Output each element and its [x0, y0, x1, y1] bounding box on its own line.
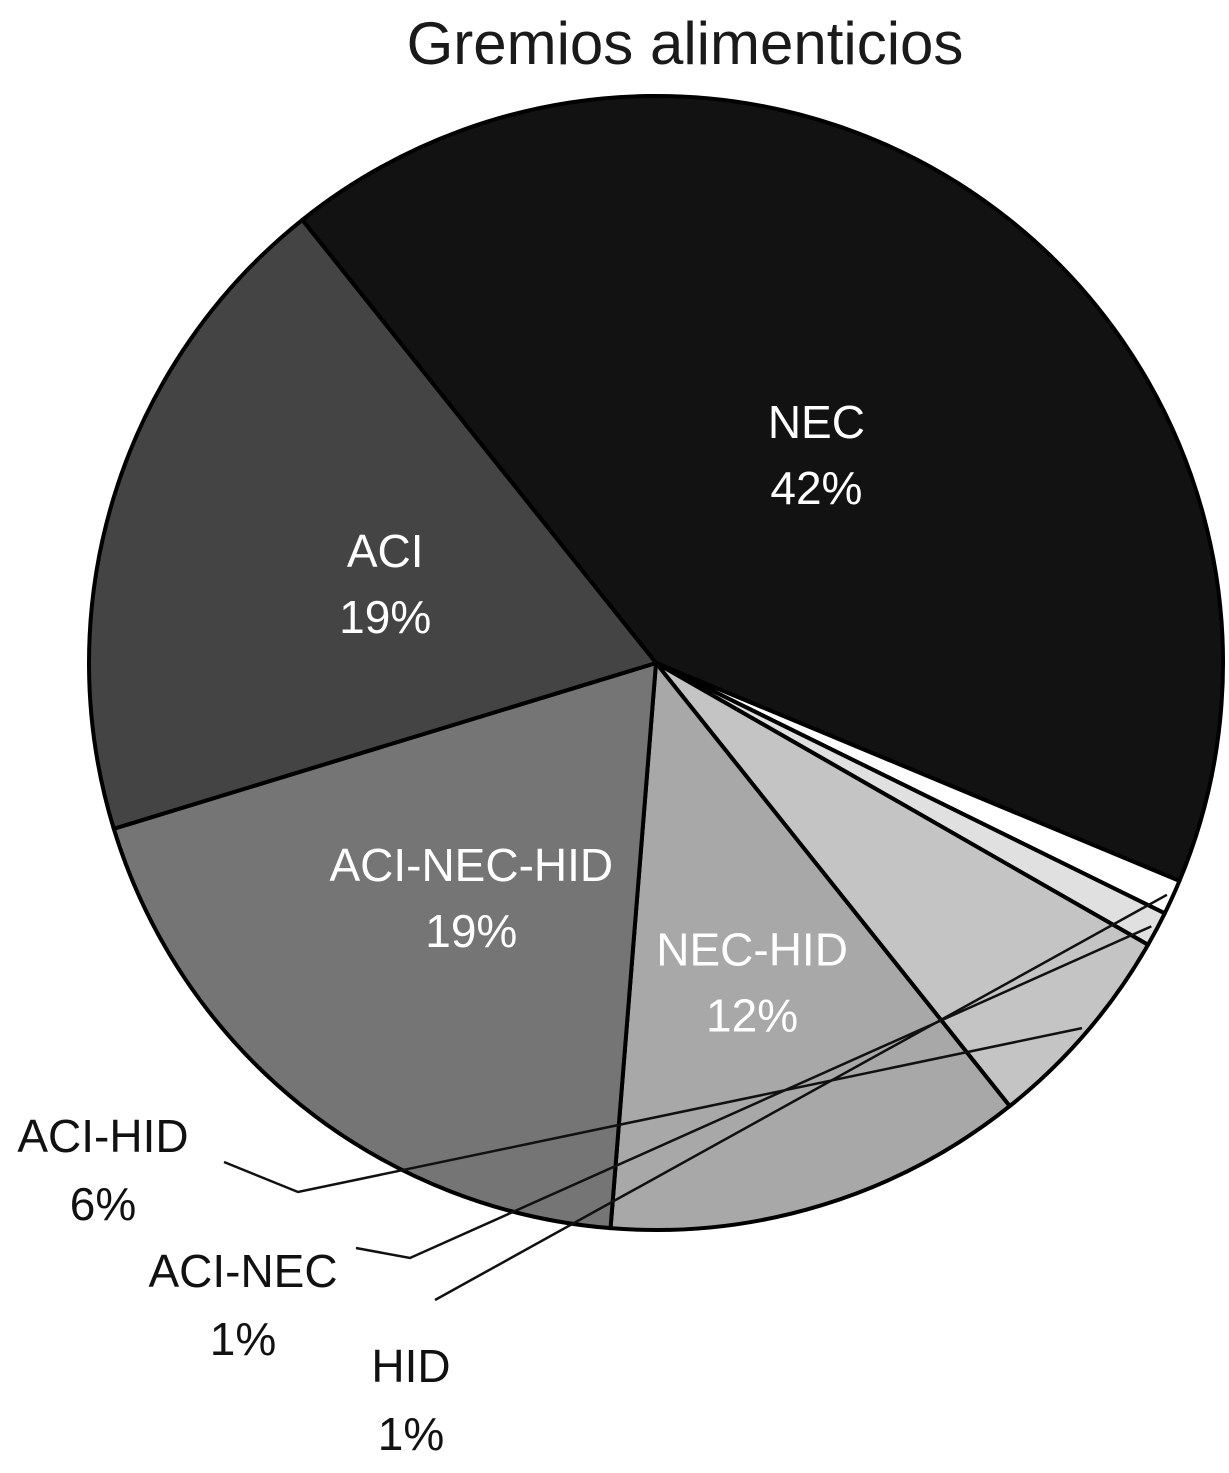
- leader-line-aci-nec: [355, 925, 1152, 1260]
- leader-line-hid: [434, 893, 1168, 1302]
- slice-percent-aci-nec-hid: 19%: [425, 905, 517, 957]
- pie-slice-nec: [300, 94, 1225, 883]
- pie-slice-aci-hid: [654, 661, 1151, 1109]
- slice-label-aci-nec: ACI-NEC: [148, 1245, 337, 1297]
- slice-percent-nec: 42%: [770, 462, 862, 514]
- slice-percent-aci-nec: 1%: [210, 1313, 276, 1365]
- slice-percent-aci: 19%: [339, 591, 431, 643]
- slice-label-hid: HID: [371, 1340, 450, 1392]
- slice-percent-aci-hid: 6%: [70, 1178, 136, 1230]
- slice-label-nec-hid: NEC-HID: [656, 924, 848, 976]
- chart-title: Gremios alimenticios: [406, 10, 964, 77]
- slice-label-aci: ACI: [347, 525, 424, 577]
- leader-line-aci-hid: [223, 1026, 1083, 1194]
- pie-slices: [87, 94, 1225, 1232]
- slice-label-aci-nec-hid: ACI-NEC-HID: [329, 839, 613, 891]
- slice-percent-hid: 1%: [378, 1408, 444, 1460]
- slice-labels: NEC 42% HID 1% ACI-NEC 1% ACI-HID 6% NEC-HID 12% A…: [17, 396, 865, 1460]
- slice-percent-nec-hid: 12%: [706, 990, 798, 1042]
- slice-label-nec: NEC: [768, 396, 865, 448]
- pie-slice-aci-nec-hid: [111, 661, 658, 1231]
- leader-lines: [223, 893, 1168, 1302]
- slice-label-aci-hid: ACI-HID: [17, 1110, 188, 1162]
- pie-slice-aci: [87, 217, 658, 831]
- pie-slice-nec-hid: [608, 661, 1012, 1232]
